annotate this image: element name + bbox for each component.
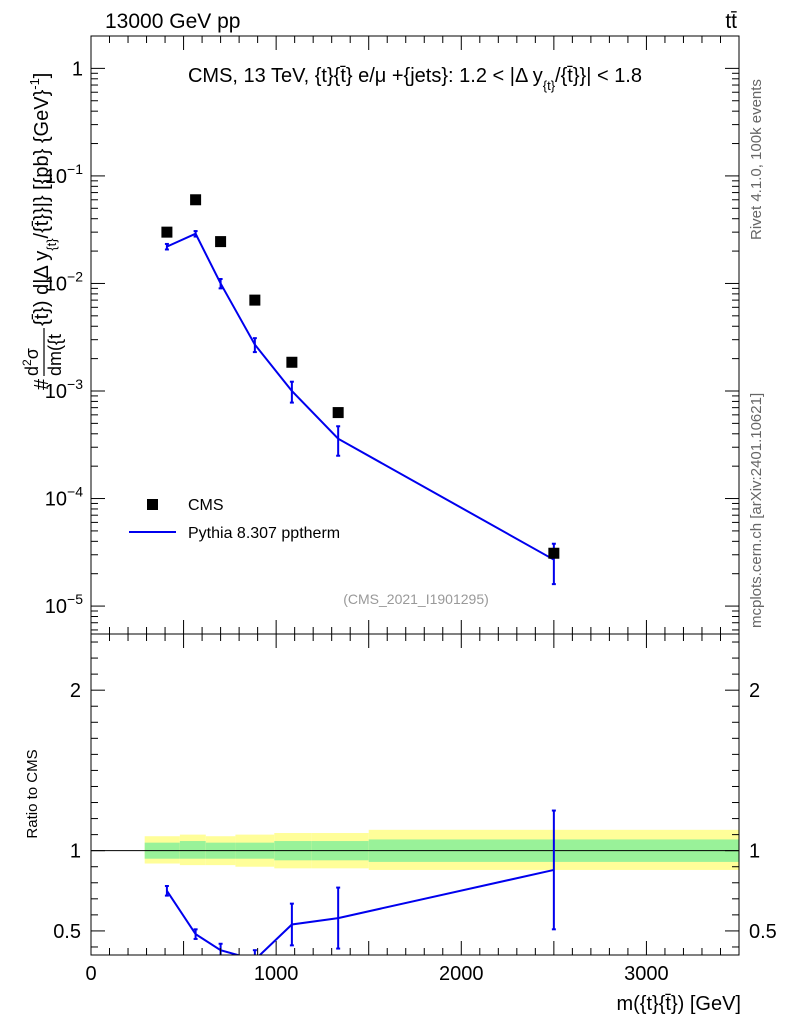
- analysis-watermark: (CMS_2021_I1901295): [343, 591, 489, 607]
- legend: CMS Pythia 8.307 pptherm: [129, 497, 340, 542]
- ratio-y-tick-label-right: 1: [749, 841, 760, 863]
- main-title: CMS, 13 TeV, {t}{t̄} e/μ +{jets}: 1.2 < …: [188, 65, 642, 93]
- cms-data-point: [161, 226, 173, 238]
- y-tick-label: 10−3: [45, 376, 83, 403]
- legend-pythia-label: Pythia 8.307 pptherm: [188, 525, 340, 542]
- x-tick-label: 2000: [439, 963, 484, 985]
- svg-text:dm({t: dm({t: [45, 334, 65, 376]
- legend-cms-marker: [147, 499, 158, 510]
- rivet-version-label: Rivet 4.1.0, 100k events: [748, 79, 765, 240]
- ratio-y-tick-label-right: 0.5: [749, 921, 777, 943]
- y-tick-label: 10−1: [45, 161, 83, 188]
- svg-text:{t̄}) d|Δ y{t}/{t̄}}|} [{pb} {: {t̄}) d|Δ y{t}/{t̄}}|} [{pb} {GeV}-1]: [27, 73, 59, 326]
- cms-data-point: [215, 236, 227, 248]
- y-tick-label: 10−4: [45, 484, 83, 511]
- ratio-y-tick-label-left: 1: [70, 841, 81, 863]
- ratio-y-tick-label-left: 2: [70, 680, 81, 702]
- main-plot-panel: 1 10−1 10−2 10−3 10−4 10−5 CMS, 13 TeV, {t}{t…: [20, 35, 740, 635]
- legend-cms-label: CMS: [188, 497, 224, 514]
- x-tick-label: 0: [85, 963, 96, 985]
- cms-data-point: [190, 194, 202, 206]
- svg-text:d2σ: d2σ: [20, 348, 42, 376]
- cms-data-point: [332, 407, 344, 419]
- header-process-label: 13000 GeV pp: [105, 10, 240, 33]
- main-plot-frame: [90, 35, 740, 635]
- ratio-y-tick-label-right: 2: [749, 680, 760, 702]
- svg-text:#: #: [31, 378, 53, 390]
- main-y-axis-label: # d2σ dm({t {t̄}) d|Δ y{t}/{t̄}}|} [{pb}…: [20, 73, 65, 390]
- ratio-plot-panel: 0.5 0.5 1 1 2 2 0 1000 2000 3000 Ratio to CMS m({…: [24, 633, 777, 1015]
- cms-data-point: [249, 294, 261, 306]
- ratio-y-axis-label: Ratio to CMS: [24, 749, 41, 838]
- ratio-y-tick-label-left: 0.5: [53, 921, 81, 943]
- x-tick-label: 3000: [624, 963, 669, 985]
- ratio-plot-frame: [90, 633, 740, 956]
- x-axis-label: m({t}{t̄}) [GeV]: [616, 993, 741, 1015]
- y-tick-label: 10−2: [45, 268, 83, 295]
- header-final-state-label: tt̄: [725, 10, 737, 33]
- y-tick-label: 10−5: [45, 591, 83, 618]
- ratio-curve: [166, 868, 555, 955]
- cms-data-point: [548, 547, 560, 559]
- pythia-curve: [166, 232, 555, 561]
- ratio-band-inner: [179, 841, 206, 859]
- y-tick-label: 1: [72, 58, 83, 80]
- x-tick-label: 1000: [254, 963, 299, 985]
- mcplots-label: mcplots.cern.ch [arXiv:2401.10621]: [748, 393, 765, 628]
- cms-data-point: [286, 356, 298, 368]
